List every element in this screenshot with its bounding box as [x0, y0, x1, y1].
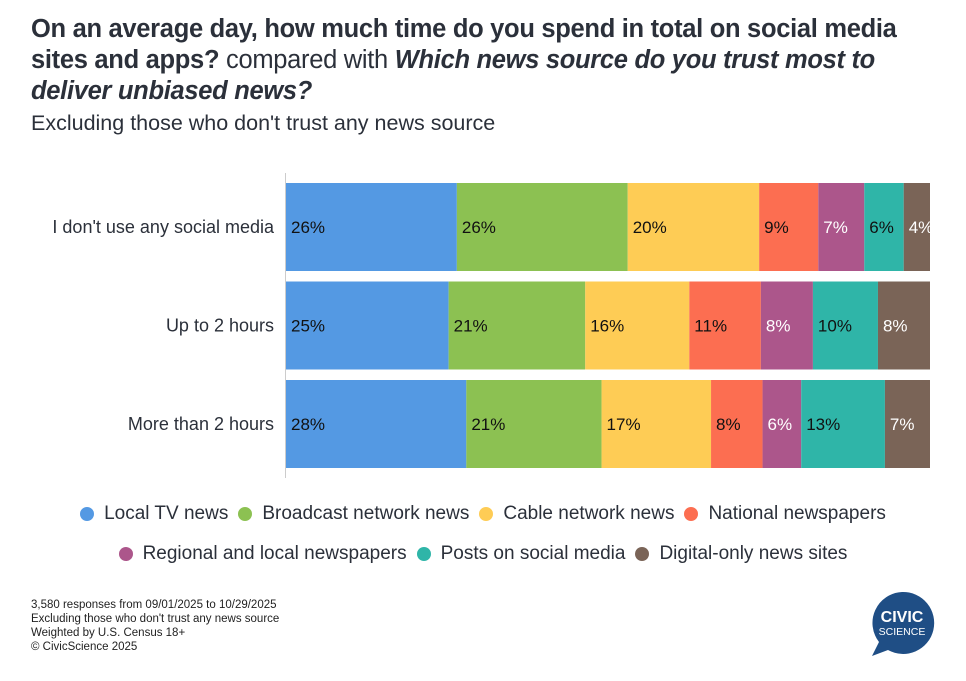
- category-label: Up to 2 hours: [166, 316, 274, 336]
- legend-dot-icon: [238, 507, 253, 521]
- bar-segment: [812, 281, 878, 370]
- legend-dot-icon: [635, 547, 650, 561]
- legend-label: Broadcast network news: [262, 503, 470, 524]
- bar-value-label: 4%: [909, 218, 934, 237]
- legend-label: Posts on social media: [440, 543, 626, 564]
- logo-text-civic: CIVIC: [881, 609, 924, 626]
- bar-segment: [689, 281, 761, 370]
- legend-item[interactable]: Digital-only news sites: [635, 543, 847, 565]
- legend-label: Digital-only news sites: [659, 543, 848, 564]
- stacked-bar-chart: 26% 26% 20% 9% 7% 6% 4% 25% 21% 16% 11% 8% 10% 8% 28% 2…: [52, 173, 933, 478]
- title-connector: compared with: [219, 46, 395, 74]
- legend-label: Cable network news: [503, 503, 675, 524]
- bar-value-label: 10%: [818, 317, 852, 336]
- bar-value-label: 25%: [291, 317, 325, 336]
- bar-value-label: 9%: [764, 218, 789, 237]
- bar-segment: [601, 380, 712, 468]
- bar-value-label: 8%: [766, 317, 791, 336]
- bar-segment: [286, 183, 457, 271]
- bar-segment: [456, 183, 628, 271]
- legend-dot-icon: [80, 507, 95, 521]
- legend-item[interactable]: Broadcast network news: [238, 503, 469, 525]
- bar-segment: [585, 281, 690, 370]
- bar-segment: [903, 183, 930, 271]
- legend-dot-icon: [118, 547, 133, 561]
- bar-value-label: 8%: [883, 317, 908, 336]
- footnote-weighting: Weighted by U.S. Census 18+: [31, 627, 186, 639]
- bar-value-label: 7%: [823, 218, 848, 237]
- footnote-copyright: © CivicScience 2025: [31, 641, 138, 653]
- bar-segment: [877, 281, 930, 370]
- bar-segment: [884, 380, 930, 468]
- bar-segment: [286, 380, 467, 468]
- bar-value-label: 16%: [590, 317, 624, 336]
- bar-segment: [759, 183, 819, 271]
- legend-row-2: Regional and local newspapers Posts on so…: [0, 543, 966, 565]
- bar-value-label: 20%: [633, 218, 667, 237]
- civicscience-logo: CIVIC SCIENCE: [872, 591, 935, 656]
- bar-segment: [466, 380, 602, 468]
- legend-item[interactable]: Regional and local newspapers: [118, 543, 407, 565]
- legend-item[interactable]: Cable network news: [479, 503, 674, 525]
- footnote: 3,580 responses from 09/01/2025 to 10/29…: [31, 598, 279, 654]
- category-label: I don't use any social media: [52, 217, 275, 237]
- bar-value-label: 21%: [471, 415, 505, 434]
- bar-value-label: 8%: [716, 415, 741, 434]
- bar-segment: [818, 183, 865, 271]
- bar-value-label: 6%: [768, 415, 793, 434]
- legend-dot-icon: [416, 547, 431, 561]
- legend-dot-icon: [684, 507, 699, 521]
- category-labels: I don't use any social media Up to 2 hour…: [52, 217, 275, 434]
- legend-item[interactable]: Local TV news: [80, 503, 228, 525]
- bar-value-label: 28%: [291, 415, 325, 434]
- bar-segment: [762, 380, 802, 468]
- legend-item[interactable]: National newspapers: [684, 503, 886, 525]
- title-question-1: On an average day, how much time do you …: [31, 15, 897, 74]
- bars-group: 26% 26% 20% 9% 7% 6% 4% 25% 21% 16% 11% 8% 10% 8% 28% 2…: [286, 183, 933, 468]
- title-question-2: Which news source do you trust most to d…: [31, 46, 875, 105]
- bar-value-label: 7%: [890, 415, 915, 434]
- footnote-exclusion: Excluding those who don't trust any news…: [31, 613, 280, 625]
- bar-segment: [801, 380, 885, 468]
- legend-label: National newspapers: [708, 503, 886, 524]
- bar-value-label: 26%: [291, 218, 325, 237]
- bar-value-label: 13%: [806, 415, 840, 434]
- chart-title: On an average day, how much time do you …: [31, 14, 956, 107]
- legend-label: Local TV news: [104, 503, 229, 524]
- bar-value-label: 26%: [462, 218, 496, 237]
- bar-segment: [448, 281, 586, 370]
- bar-segment: [286, 281, 449, 370]
- speech-bubble-icon: [872, 591, 935, 656]
- legend-item[interactable]: Posts on social media: [416, 543, 626, 565]
- bar-segment: [760, 281, 813, 370]
- legend-row-1: Local TV news Broadcast network news Cable…: [0, 503, 966, 525]
- chart-subtitle: Excluding those who don't trust any news…: [31, 111, 496, 135]
- bar-value-label: 6%: [869, 218, 894, 237]
- footnote-responses: 3,580 responses from 09/01/2025 to 10/29…: [31, 599, 277, 611]
- bar-segment: [711, 380, 763, 468]
- bar-segment: [864, 183, 904, 271]
- category-label: More than 2 hours: [128, 414, 274, 434]
- bar-value-label: 21%: [454, 317, 488, 336]
- bar-value-label: 17%: [607, 415, 641, 434]
- legend-dot-icon: [479, 507, 494, 521]
- bar-value-label: 11%: [694, 317, 727, 336]
- bar-segment: [627, 183, 760, 271]
- logo-text-science: SCIENCE: [879, 626, 926, 638]
- legend-label: Regional and local newspapers: [142, 543, 407, 564]
